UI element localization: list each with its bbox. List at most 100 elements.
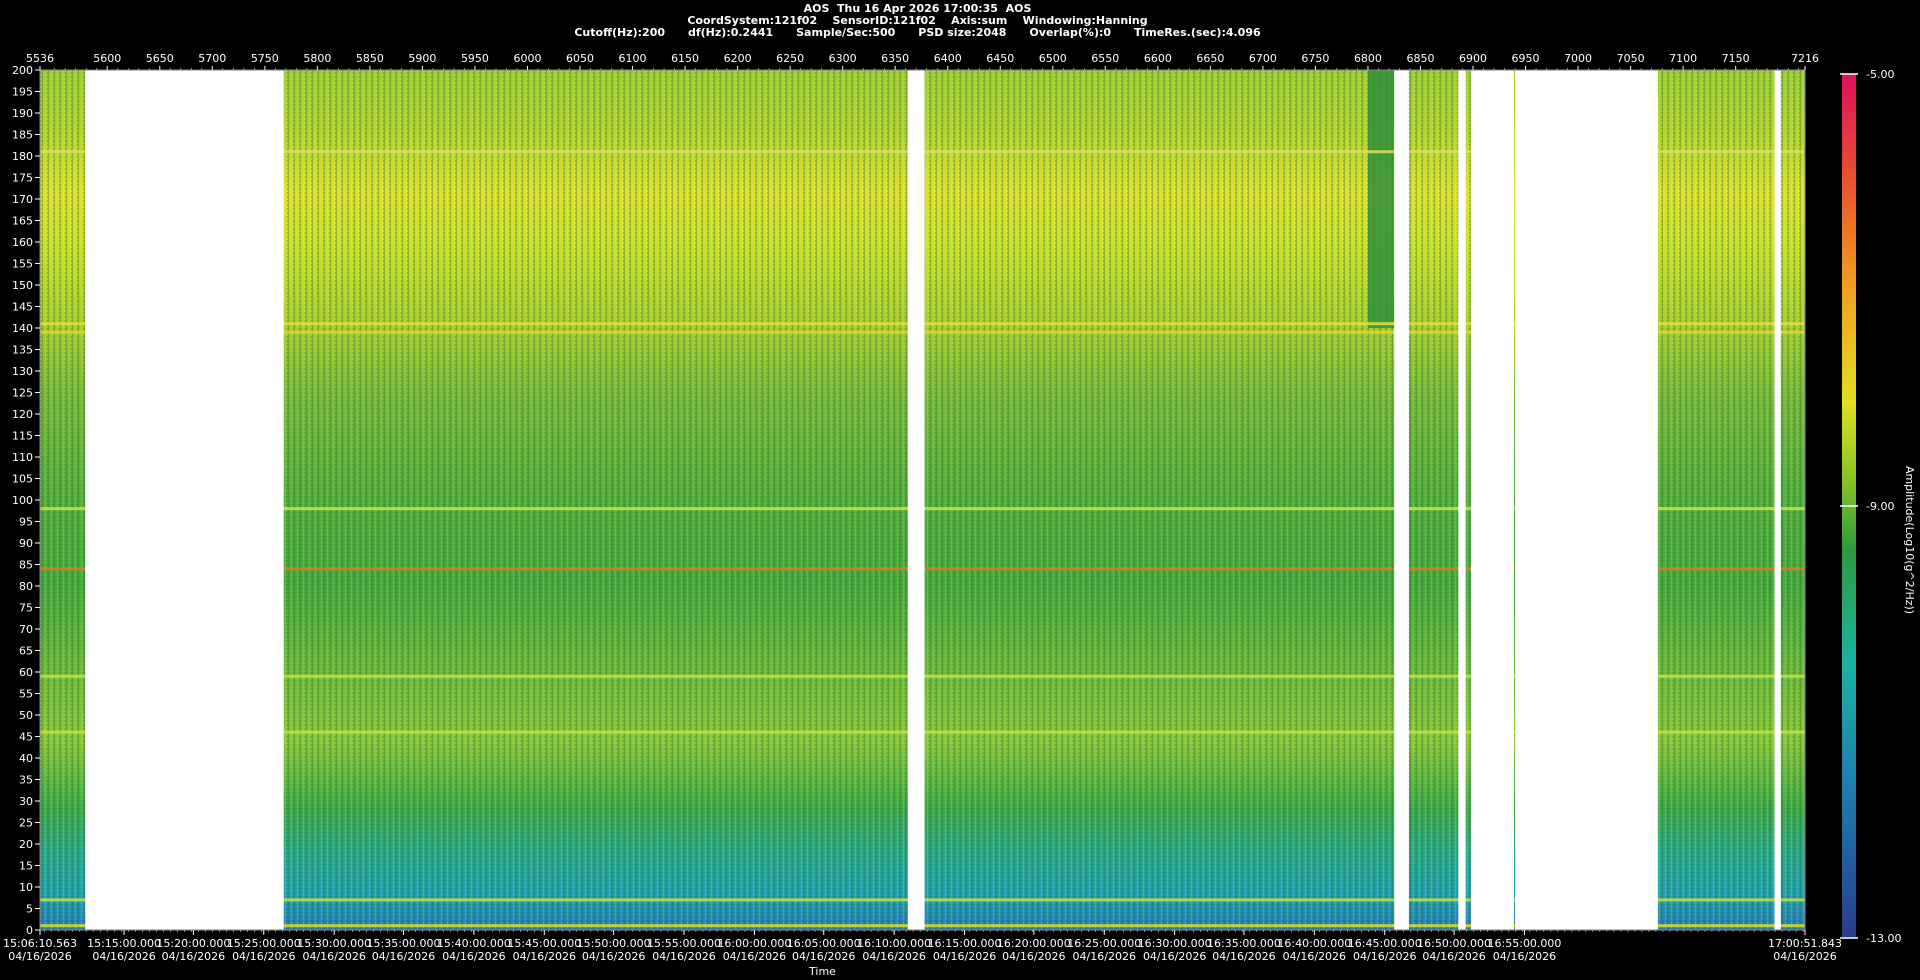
date-tick-label-19: 04/16/2026 [1353, 950, 1416, 963]
y-tick-label-200: 200 [12, 64, 33, 77]
top-tick-label-19: 6500 [1039, 52, 1067, 65]
y-tick-label-35: 35 [19, 774, 33, 787]
data-gap-5 [1515, 70, 1658, 930]
time-tick-label-4: 15:30:00.000 [297, 937, 371, 950]
y-tick-label-125: 125 [12, 387, 33, 400]
y-tick-label-145: 145 [12, 301, 33, 314]
y-tick-label-95: 95 [19, 516, 33, 529]
y-tick-label-135: 135 [12, 344, 33, 357]
y-tick-label-100: 100 [12, 494, 33, 507]
data-gap-3 [1458, 70, 1466, 930]
date-tick-label-0: 04/16/2026 [8, 950, 71, 963]
date-tick-label-21: 04/16/2026 [1493, 950, 1556, 963]
time-tick-label-11: 16:05:00.000 [787, 937, 861, 950]
chart-subtitle-coords: CoordSystem:121f02 SensorID:121f02 Axis:… [687, 14, 1148, 27]
y-tick-label-75: 75 [19, 602, 33, 615]
top-tick-label-26: 6850 [1406, 52, 1434, 65]
axes-group: 0 5 10 15 20 25 30 35 40 45 50 55 60 65 70 75 80 85 90 95 10… [3, 52, 1842, 978]
top-tick-label-4: 5750 [251, 52, 279, 65]
date-tick-label-14: 04/16/2026 [1002, 950, 1065, 963]
y-tick-label-5: 5 [26, 903, 33, 916]
date-tick-label-8: 04/16/2026 [582, 950, 645, 963]
time-tick-label-6: 15:40:00.000 [437, 937, 511, 950]
y-tick-label-25: 25 [19, 817, 33, 830]
top-tick-label-5: 5800 [303, 52, 331, 65]
y-tick-label-45: 45 [19, 731, 33, 744]
time-tick-label-20: 16:50:00.000 [1417, 937, 1491, 950]
time-tick-label-19: 16:45:00.000 [1348, 937, 1422, 950]
time-tick-label-13: 16:15:00.000 [928, 937, 1002, 950]
time-tick-label-5: 15:35:00.000 [367, 937, 441, 950]
time-tick-label-18: 16:40:00.000 [1277, 937, 1351, 950]
x-axis-label: Time [808, 965, 836, 978]
top-tick-label-17: 6400 [934, 52, 962, 65]
top-tick-label-11: 6100 [619, 52, 647, 65]
chart-subtitle-params: Cutoff(Hz):200 df(Hz):0.2441 Sample/Sec:… [574, 26, 1261, 39]
y-tick-label-160: 160 [12, 236, 33, 249]
date-tick-label-20: 04/16/2026 [1422, 950, 1485, 963]
date-tick-label-18: 04/16/2026 [1283, 950, 1346, 963]
y-tick-label-0: 0 [26, 924, 33, 937]
colorbar: -5.00 -9.00 -13.00 Amplitude(Log10(g^2/Hz)) [1840, 68, 1916, 945]
top-tick-label-15: 6300 [829, 52, 857, 65]
time-tick-label-1: 15:15:00.000 [87, 937, 161, 950]
y-tick-label-175: 175 [12, 172, 33, 185]
time-tick-label-21: 16:55:00.000 [1488, 937, 1562, 950]
y-tick-label-150: 150 [12, 279, 33, 292]
date-tick-label-16: 04/16/2026 [1143, 950, 1206, 963]
time-tick-label-22: 17:00:51.843 [1768, 937, 1842, 950]
top-tick-label-16: 6350 [881, 52, 909, 65]
y-tick-label-120: 120 [12, 408, 33, 421]
data-gap-2 [1394, 70, 1409, 930]
date-tick-label-13: 04/16/2026 [933, 950, 996, 963]
data-gap-6 [1774, 70, 1781, 930]
time-tick-label-10: 16:00:00.000 [717, 937, 791, 950]
top-tick-label-12: 6150 [671, 52, 699, 65]
date-tick-label-12: 04/16/2026 [862, 950, 925, 963]
top-tick-label-23: 6700 [1249, 52, 1277, 65]
time-tick-label-3: 15:25:00.000 [227, 937, 301, 950]
y-tick-label-50: 50 [19, 709, 33, 722]
chart-header: AOS Thu 16 Apr 2026 17:00:35 AOS CoordSy… [0, 3, 1835, 39]
date-tick-label-5: 04/16/2026 [372, 950, 435, 963]
date-tick-label-11: 04/16/2026 [792, 950, 855, 963]
y-tick-label-110: 110 [12, 451, 33, 464]
top-tick-label-1: 5600 [93, 52, 121, 65]
top-tick-label-10: 6050 [566, 52, 594, 65]
y-tick-label-80: 80 [19, 580, 33, 593]
top-tick-label-2: 5650 [146, 52, 174, 65]
dark-region [1367, 70, 1395, 328]
top-tick-label-22: 6650 [1196, 52, 1224, 65]
time-tick-label-0: 15:06:10.563 [3, 937, 77, 950]
date-tick-label-6: 04/16/2026 [442, 950, 505, 963]
y-tick-label-10: 10 [19, 881, 33, 894]
date-tick-label-22: 04/16/2026 [1773, 950, 1836, 963]
date-tick-label-10: 04/16/2026 [723, 950, 786, 963]
y-tick-label-190: 190 [12, 107, 33, 120]
y-tick-label-65: 65 [19, 645, 33, 658]
time-tick-label-2: 15:20:00.000 [156, 937, 230, 950]
y-tick-label-105: 105 [12, 473, 33, 486]
date-tick-label-17: 04/16/2026 [1212, 950, 1275, 963]
top-tick-label-20: 6550 [1091, 52, 1119, 65]
date-tick-label-2: 04/16/2026 [162, 950, 225, 963]
y-tick-label-180: 180 [12, 150, 33, 163]
date-tick-label-15: 04/16/2026 [1073, 950, 1136, 963]
time-tick-label-9: 15:55:00.000 [647, 937, 721, 950]
date-tick-label-9: 04/16/2026 [652, 950, 715, 963]
top-tick-label-33: 7216 [1791, 52, 1819, 65]
y-tick-label-85: 85 [19, 559, 33, 572]
y-tick-label-70: 70 [19, 623, 33, 636]
y-tick-label-155: 155 [12, 258, 33, 271]
y-tick-label-90: 90 [19, 537, 33, 550]
data-gap-1 [907, 70, 925, 930]
data-gap-0 [85, 70, 284, 930]
y-tick-label-60: 60 [19, 666, 33, 679]
y-tick-label-30: 30 [19, 795, 33, 808]
y-tick-label-170: 170 [12, 193, 33, 206]
y-tick-label-40: 40 [19, 752, 33, 765]
top-tick-label-28: 6950 [1512, 52, 1540, 65]
y-tick-label-20: 20 [19, 838, 33, 851]
time-tick-label-12: 16:10:00.000 [857, 937, 931, 950]
y-tick-label-185: 185 [12, 129, 33, 142]
